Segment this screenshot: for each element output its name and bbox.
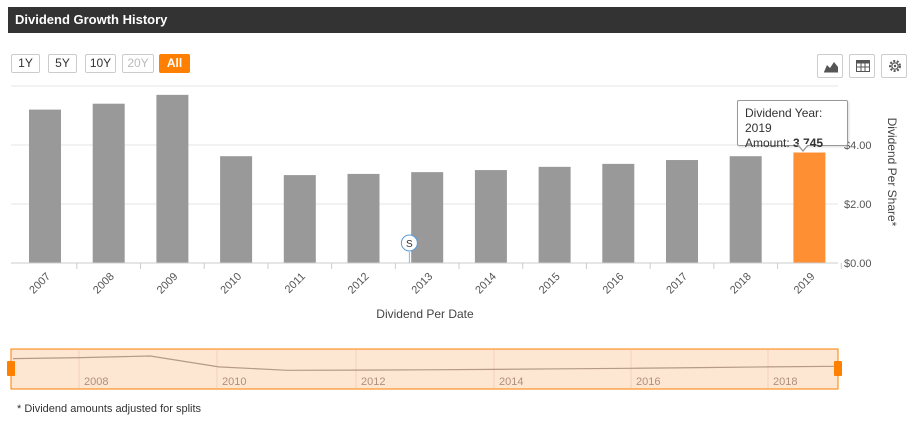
bar-2017[interactable] (666, 160, 698, 263)
navigator-label: 2012 (361, 376, 385, 388)
x-tick-label: 2016 (601, 271, 627, 297)
x-tick-label: 2019 (792, 271, 818, 297)
split-flag-label: S (406, 239, 413, 250)
navigator-window[interactable] (10, 348, 839, 390)
x-tick-label: 2011 (283, 271, 308, 296)
bar-2009[interactable] (156, 94, 189, 263)
bar-2018[interactable] (729, 156, 762, 263)
x-tick-label: 2013 (410, 271, 436, 297)
table-icon (856, 60, 870, 72)
gear-icon (889, 60, 901, 72)
navigator-label: 2016 (636, 376, 660, 388)
x-tick-label: 2010 (218, 271, 244, 297)
x-tick-label: 2014 (473, 271, 499, 297)
y-axis-title: Dividend Per Share* (885, 118, 899, 227)
tooltip-amount-label: Amount: (745, 136, 790, 150)
x-tick-label: 2008 (91, 271, 117, 297)
y-tick-label: $4.00 (844, 140, 872, 152)
bar-2014[interactable] (474, 170, 507, 263)
bar-2012[interactable] (347, 173, 380, 263)
tooltip-year-value: 2019 (745, 121, 772, 135)
x-tick-label: 2017 (664, 271, 690, 297)
chart-header: Dividend Growth History (8, 7, 906, 33)
area-chart-icon (824, 62, 838, 73)
navigator-label: 2014 (499, 376, 523, 388)
table-view-button[interactable] (849, 54, 875, 78)
range-all-button[interactable]: All (159, 54, 190, 73)
bar-2010[interactable] (220, 156, 253, 263)
x-tick-label: 2009 (155, 271, 181, 297)
bar-2011[interactable] (283, 175, 316, 263)
tooltip-arrow-inner (798, 144, 808, 150)
navigator-label: 2010 (222, 376, 246, 388)
navigator-label: 2018 (773, 376, 797, 388)
tooltip: Dividend Year: 2019 Amount: 3.745 (737, 100, 848, 150)
x-axis-title: Dividend Per Date (376, 307, 474, 321)
x-tick-label: 2015 (537, 271, 563, 297)
y-tick-label: $0.00 (844, 258, 872, 270)
navigator-left-handle[interactable] (7, 361, 15, 376)
bar-2013[interactable] (411, 172, 444, 263)
range-10y-button[interactable]: 10Y (85, 54, 116, 73)
bar-2019[interactable] (793, 152, 826, 263)
footnote: * Dividend amounts adjusted for splits (17, 403, 202, 415)
navigator-right-handle[interactable] (834, 361, 842, 376)
navigator-label: 2008 (84, 376, 108, 388)
bar-2016[interactable] (602, 163, 635, 263)
settings-button[interactable] (881, 54, 907, 78)
bar-2008[interactable] (92, 103, 125, 263)
x-tick-label: 2018 (728, 271, 754, 297)
range-1y-button[interactable]: 1Y (11, 54, 40, 73)
bar-2015[interactable] (538, 166, 571, 263)
range-5y-button[interactable]: 5Y (48, 54, 77, 73)
range-20y-button[interactable]: 20Y (122, 54, 154, 73)
split-flag-marker[interactable] (400, 234, 418, 252)
chart-title: Dividend Growth History (15, 12, 168, 27)
tooltip-year-label: Dividend Year: (745, 106, 823, 120)
x-tick-label: 2007 (27, 271, 53, 297)
bar-2007[interactable] (29, 109, 61, 263)
chart-type-button[interactable] (817, 54, 843, 78)
y-tick-label: $2.00 (844, 199, 872, 211)
navigator-series-line (12, 355, 837, 371)
x-tick-label: 2012 (346, 271, 372, 297)
